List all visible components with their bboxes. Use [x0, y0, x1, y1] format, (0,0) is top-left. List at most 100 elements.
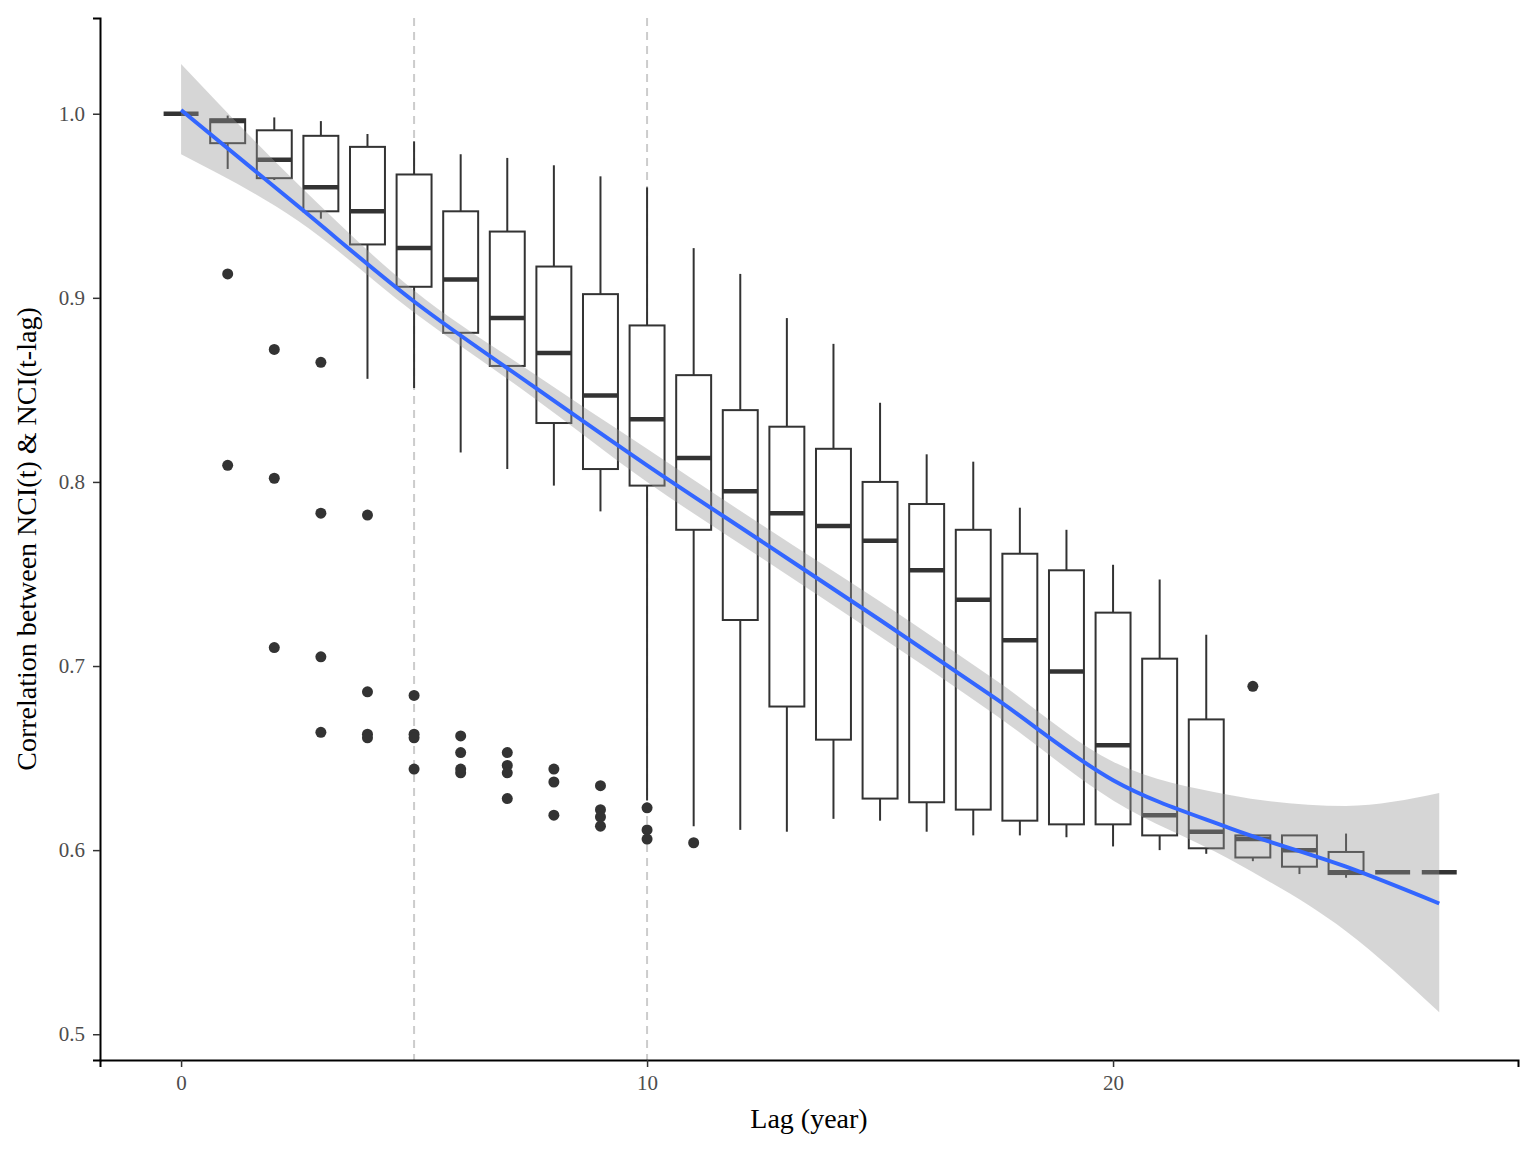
whisker-low: [599, 469, 601, 511]
y-tick: 0.9: [59, 286, 100, 310]
median: [303, 185, 338, 190]
outlier: [362, 686, 373, 697]
outlier: [362, 510, 373, 521]
outlier: [548, 764, 559, 775]
outlier: [1247, 681, 1258, 692]
whisker-high: [832, 344, 834, 449]
box: [1002, 554, 1037, 821]
median: [769, 511, 804, 516]
box-group: [676, 248, 711, 848]
median: [1002, 638, 1037, 643]
y-tick-mark: [93, 850, 100, 852]
y-tick: 0.7: [59, 654, 100, 678]
outlier: [409, 764, 420, 775]
whisker-low: [1159, 835, 1161, 850]
whisker-high: [879, 403, 881, 482]
outlier: [315, 357, 326, 368]
outlier: [688, 837, 699, 848]
median: [676, 456, 711, 461]
y-tick-label: 1.0: [59, 102, 85, 126]
y-axis-line: [93, 19, 101, 1061]
median: [1096, 743, 1131, 748]
y-tick-mark: [93, 298, 100, 300]
median: [1049, 669, 1084, 674]
whisker-low: [460, 333, 462, 453]
x-tick: 10: [637, 1060, 658, 1095]
x-tick: 20: [1103, 1060, 1124, 1095]
whisker-high: [413, 141, 415, 174]
whisker-high: [786, 318, 788, 427]
x-axis-title: Lag (year): [750, 1103, 867, 1134]
x-axis-line: [101, 1061, 1519, 1068]
y-tick-label: 0.8: [59, 470, 85, 494]
outlier: [642, 834, 653, 845]
whisker-low: [646, 486, 648, 801]
y-tick-label: 0.9: [59, 286, 85, 310]
box: [1049, 570, 1084, 824]
whisker-high: [273, 117, 275, 130]
outlier: [269, 344, 280, 355]
outlier: [502, 793, 513, 804]
whisker-low: [1019, 821, 1021, 836]
y-tick-mark: [93, 1034, 100, 1036]
median: [350, 209, 385, 214]
whisker-low: [786, 707, 788, 832]
whisker-high: [739, 274, 741, 410]
outlier: [222, 460, 233, 471]
x-tick-mark: [1113, 1060, 1115, 1067]
y-tick-mark: [93, 113, 100, 115]
y-tick-mark: [93, 666, 100, 668]
x-tick-label: 10: [637, 1071, 658, 1095]
outlier: [595, 821, 606, 832]
smooth-line: [181, 110, 1439, 903]
whisker-low: [832, 740, 834, 819]
y-tick-label: 0.6: [59, 838, 85, 862]
outlier: [315, 651, 326, 662]
whisker-low: [553, 423, 555, 486]
whisker-high: [1205, 635, 1207, 720]
box: [443, 211, 478, 333]
reference-line: [646, 18, 648, 1060]
box-group: [350, 134, 385, 743]
box-group: [443, 154, 478, 778]
x-tick: 0: [176, 1060, 187, 1095]
whisker-low: [739, 620, 741, 830]
whisker-high: [1159, 580, 1161, 659]
whisker-low: [1065, 824, 1067, 837]
whisker-high: [972, 462, 974, 530]
median: [723, 489, 758, 494]
y-tick-label: 0.5: [59, 1022, 85, 1046]
chart: 010200.50.60.70.80.91.0Lag (year)Correla…: [0, 0, 1536, 1152]
whisker-high: [926, 454, 928, 504]
outlier: [315, 508, 326, 519]
median: [536, 351, 571, 356]
x-tick-mark: [181, 1060, 183, 1067]
x-axis: 0 10 20: [101, 1060, 1519, 1095]
outlier: [502, 767, 513, 778]
whisker-low: [693, 530, 695, 826]
whisker-high: [366, 134, 368, 147]
outlier: [642, 802, 653, 813]
y-axis: 0.5 0.6 0.7 0.8 0.9 1.0: [59, 19, 101, 1061]
outlier: [409, 690, 420, 701]
box-group: [630, 187, 665, 844]
outlier: [455, 747, 466, 758]
whisker-high: [693, 248, 695, 375]
box-group: [397, 141, 432, 774]
median: [583, 393, 618, 398]
outlier: [222, 268, 233, 279]
median: [909, 568, 944, 573]
box-group: [1002, 508, 1037, 836]
plot: 0 10 20 0.5 0.6 0.7 0.8 0.9 1.0: [59, 18, 1519, 1095]
outlier: [548, 810, 559, 821]
whisker-high: [1065, 530, 1067, 571]
box-group: [1049, 530, 1084, 837]
box: [397, 174, 432, 286]
whisker-low: [926, 802, 928, 831]
whisker-low: [972, 810, 974, 836]
box-group: [956, 462, 991, 836]
whisker-high: [599, 176, 601, 294]
marks: [164, 18, 1457, 1060]
box-group: [490, 158, 525, 804]
median: [443, 277, 478, 282]
